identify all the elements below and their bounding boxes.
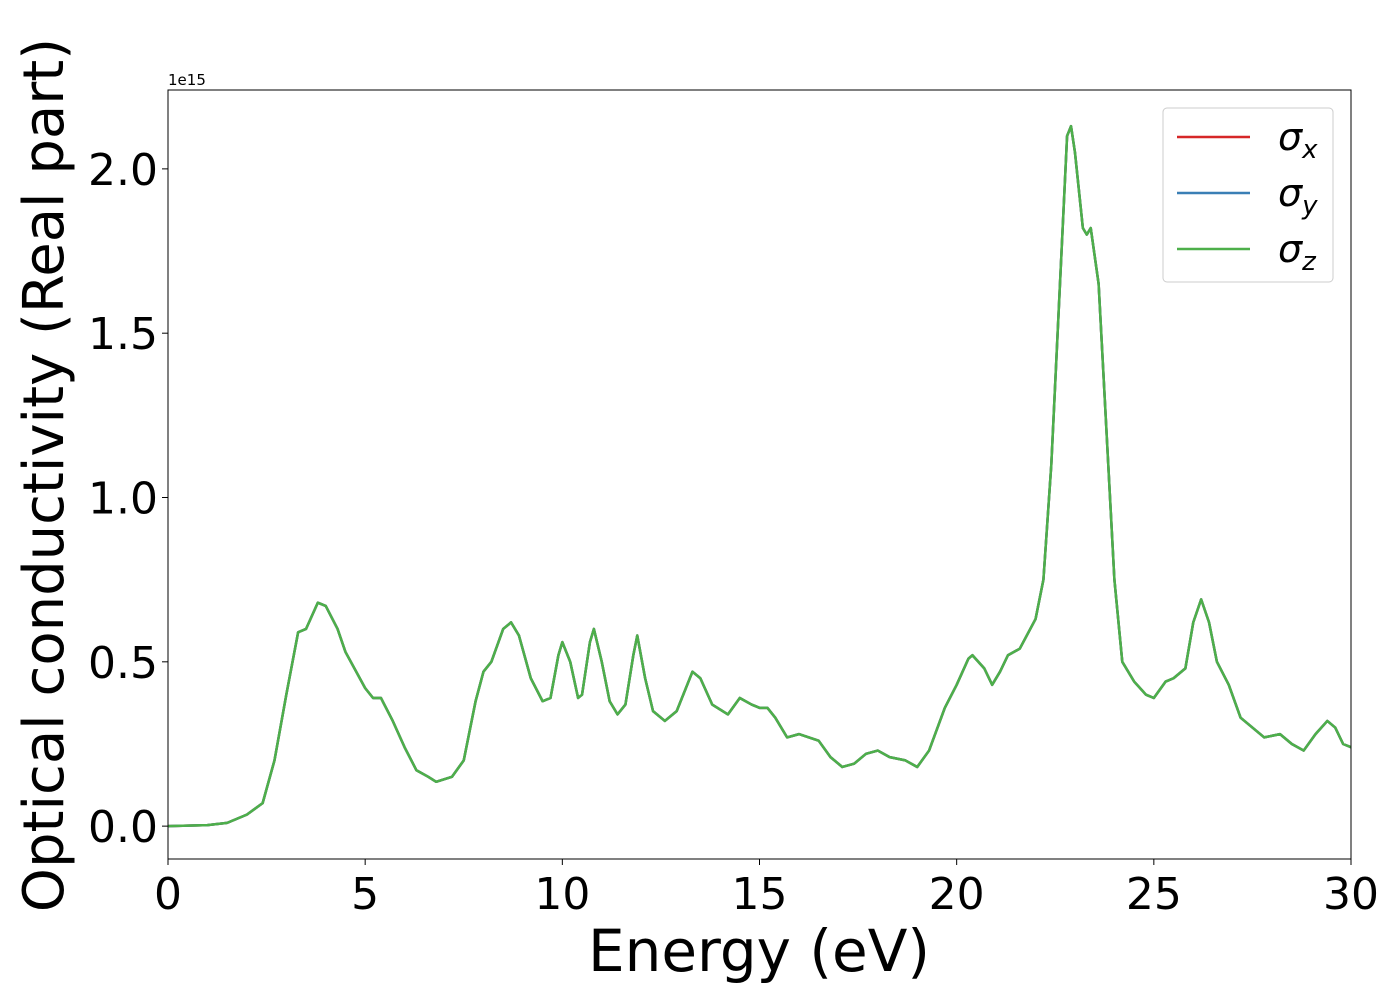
- x-tick-label: 20: [929, 869, 985, 920]
- x-axis-label: Energy (eV): [588, 917, 930, 985]
- x-tick-label: 5: [351, 869, 379, 920]
- x-tick-label: 0: [154, 869, 182, 920]
- legend-label: σy: [1278, 171, 1318, 221]
- x-tick-label: 30: [1323, 869, 1379, 920]
- y-tick-label: 0.5: [88, 638, 158, 689]
- series-line: [168, 124, 1351, 828]
- y-offset-label: 1e15: [168, 71, 206, 89]
- x-tick-label: 10: [534, 869, 590, 920]
- y-tick-label: 1.5: [88, 309, 158, 360]
- legend: σx σy σz: [1162, 107, 1334, 283]
- y-tick-label: 1.0: [88, 474, 158, 525]
- legend-label: σx: [1278, 115, 1318, 165]
- x-tick-label: 25: [1126, 869, 1182, 920]
- y-tick-label: 2.0: [88, 145, 158, 196]
- plot-frame: [167, 89, 1352, 860]
- x-tick-label: 15: [732, 869, 788, 920]
- y-axis-label: Optical conductivity (Real part): [12, 38, 77, 912]
- legend-box: [1162, 107, 1334, 283]
- legend-label: σz: [1278, 227, 1317, 277]
- y-tick-label: 0.0: [88, 802, 158, 853]
